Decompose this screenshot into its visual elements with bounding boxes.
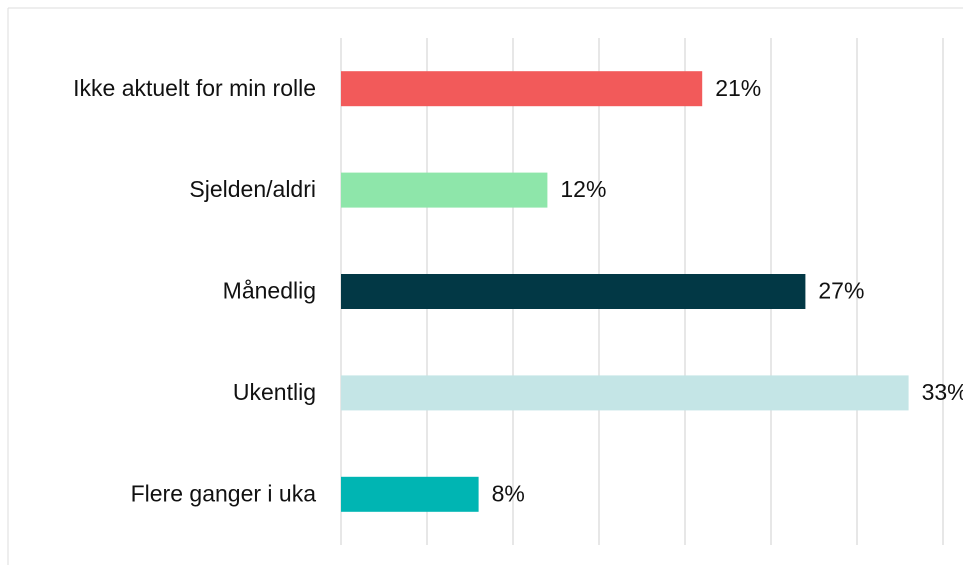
category-label: Ukentlig [233, 379, 316, 405]
category-label: Flere ganger i uka [131, 480, 317, 506]
bar [341, 476, 479, 512]
value-label: 12% [560, 176, 606, 202]
value-label: 27% [818, 278, 864, 304]
value-label: 33% [922, 379, 963, 405]
bar [341, 375, 909, 411]
value-label: 8% [492, 480, 525, 506]
category-label: Månedlig [223, 278, 316, 304]
bar [341, 71, 703, 107]
bar [341, 274, 806, 309]
category-label: Ikke aktuelt for min rolle [73, 75, 316, 101]
category-label: Sjelden/aldri [189, 176, 316, 202]
value-label: 21% [715, 75, 761, 101]
bar [341, 172, 548, 208]
